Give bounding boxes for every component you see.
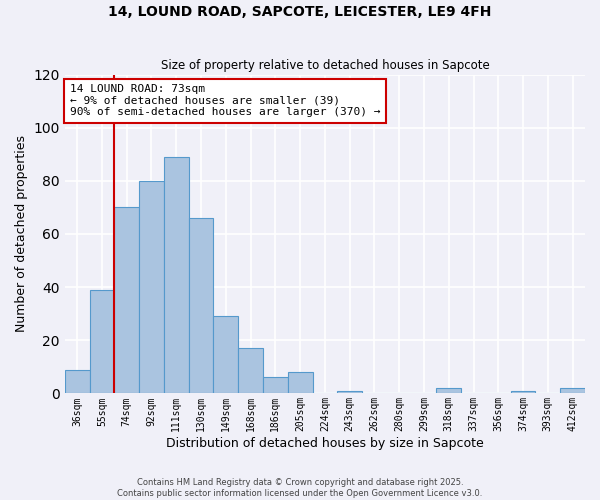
Bar [436, 388, 461, 394]
Bar [65, 370, 89, 394]
Bar [263, 378, 288, 394]
Title: Size of property relative to detached houses in Sapcote: Size of property relative to detached ho… [161, 59, 489, 72]
Text: 14 LOUND ROAD: 73sqm
← 9% of detached houses are smaller (39)
90% of semi-detach: 14 LOUND ROAD: 73sqm ← 9% of detached ho… [70, 84, 380, 117]
Y-axis label: Number of detached properties: Number of detached properties [15, 136, 28, 332]
Bar [511, 391, 535, 394]
Bar [214, 316, 238, 394]
Bar [288, 372, 313, 394]
Bar [139, 181, 164, 394]
Bar [89, 290, 115, 394]
Bar [560, 388, 585, 394]
X-axis label: Distribution of detached houses by size in Sapcote: Distribution of detached houses by size … [166, 437, 484, 450]
Bar [164, 157, 188, 394]
Bar [115, 208, 139, 394]
Text: 14, LOUND ROAD, SAPCOTE, LEICESTER, LE9 4FH: 14, LOUND ROAD, SAPCOTE, LEICESTER, LE9 … [109, 5, 491, 19]
Bar [337, 391, 362, 394]
Bar [188, 218, 214, 394]
Bar [238, 348, 263, 394]
Text: Contains HM Land Registry data © Crown copyright and database right 2025.
Contai: Contains HM Land Registry data © Crown c… [118, 478, 482, 498]
